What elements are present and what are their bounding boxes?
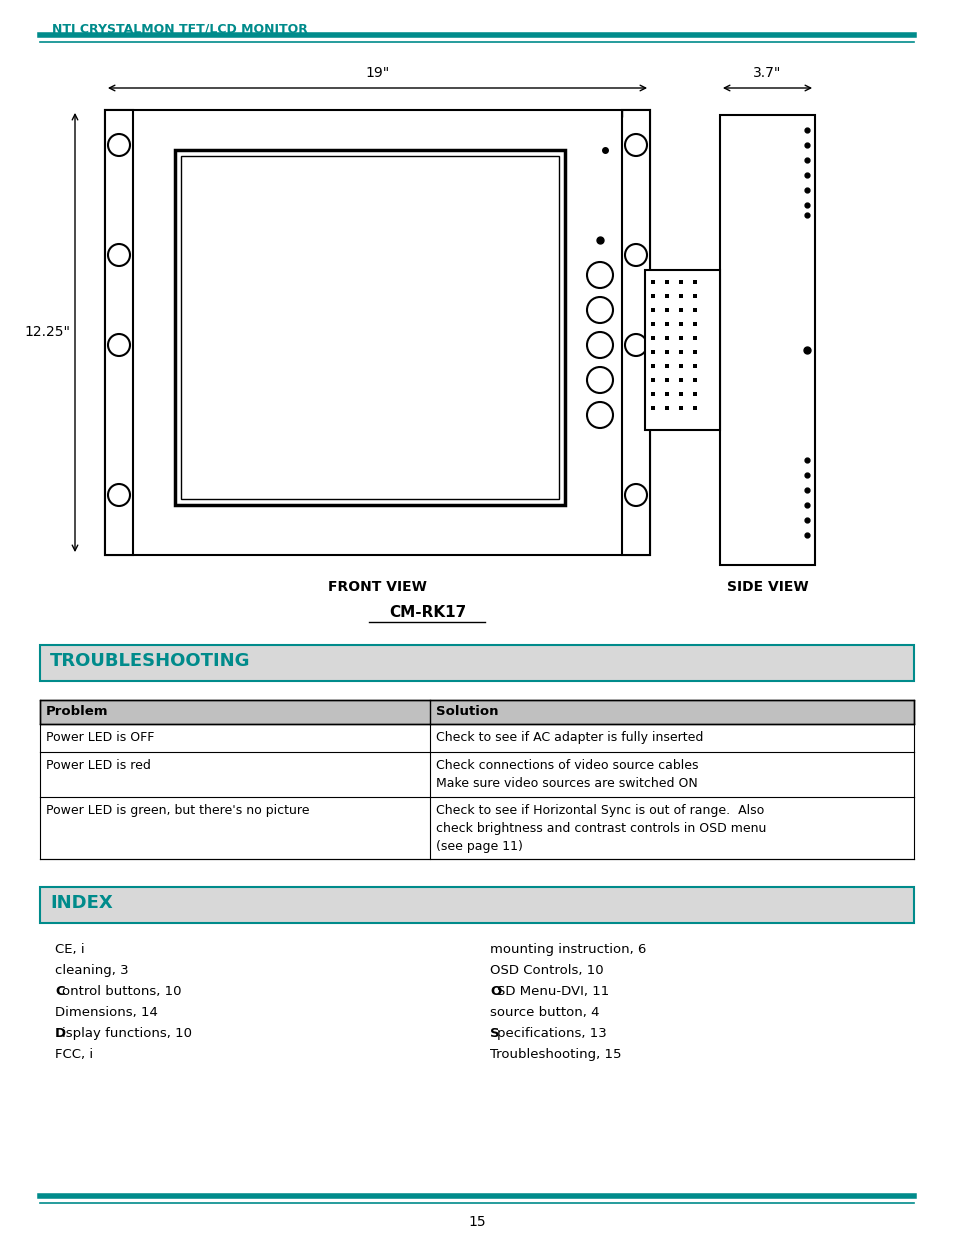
Text: Troubleshooting, 15: Troubleshooting, 15 (490, 1049, 620, 1061)
Text: 15: 15 (468, 1215, 485, 1229)
Text: OSD Controls, 10: OSD Controls, 10 (490, 965, 603, 977)
Bar (720, 115, 814, 564)
Text: mounting instruction, 6: mounting instruction, 6 (490, 944, 646, 956)
Text: Power LED is red: Power LED is red (46, 760, 151, 772)
Text: Check to see if Horizontal Sync is out of range.  Also
check brightness and cont: Check to see if Horizontal Sync is out o… (436, 804, 765, 853)
Bar (174, 149, 564, 505)
Text: NTI CRYSTALMON TFT/LCD MONITOR: NTI CRYSTALMON TFT/LCD MONITOR (52, 22, 308, 35)
Bar (181, 156, 558, 499)
Text: SD Menu-DVI, 11: SD Menu-DVI, 11 (497, 986, 609, 998)
Bar (40, 700, 913, 724)
Text: Problem: Problem (46, 705, 109, 718)
Text: Check connections of video source cables
Make sure video sources are switched ON: Check connections of video source cables… (436, 760, 698, 790)
Bar (621, 110, 649, 555)
Text: S: S (490, 1028, 499, 1040)
Text: Solution: Solution (436, 705, 498, 718)
Text: cleaning, 3: cleaning, 3 (55, 965, 129, 977)
Bar (40, 887, 913, 923)
Text: Dimensions, 14: Dimensions, 14 (55, 1007, 157, 1019)
Text: 12.25": 12.25" (24, 326, 70, 340)
Bar (105, 110, 132, 555)
Text: CM-RK17: CM-RK17 (389, 605, 466, 620)
Text: CE, i: CE, i (55, 944, 85, 956)
Text: Power LED is green, but there's no picture: Power LED is green, but there's no pictu… (46, 804, 309, 818)
Text: FCC, i: FCC, i (55, 1049, 93, 1061)
Text: ontrol buttons, 10: ontrol buttons, 10 (62, 986, 181, 998)
Text: TROUBLESHOOTING: TROUBLESHOOTING (50, 652, 251, 671)
Text: D: D (55, 1028, 66, 1040)
Text: Power LED is OFF: Power LED is OFF (46, 731, 154, 743)
Text: Check to see if AC adapter is fully inserted: Check to see if AC adapter is fully inse… (436, 731, 702, 743)
Bar (40, 645, 913, 680)
Text: pecifications, 13: pecifications, 13 (497, 1028, 606, 1040)
Bar (105, 110, 649, 555)
Text: INDEX: INDEX (50, 894, 112, 911)
Bar (644, 270, 720, 430)
Text: O: O (490, 986, 500, 998)
Text: isplay functions, 10: isplay functions, 10 (62, 1028, 192, 1040)
Text: FRONT VIEW: FRONT VIEW (328, 580, 427, 594)
Text: C: C (55, 986, 65, 998)
Text: 19": 19" (365, 65, 389, 80)
Text: 3.7": 3.7" (753, 65, 781, 80)
Text: SIDE VIEW: SIDE VIEW (726, 580, 807, 594)
Text: source button, 4: source button, 4 (490, 1007, 598, 1019)
